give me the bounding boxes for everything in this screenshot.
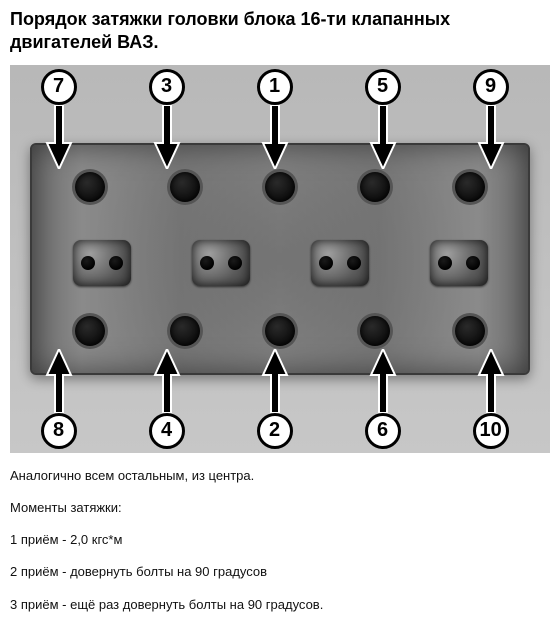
bolt-bore (360, 172, 390, 202)
caption-step-1: 1 приём - 2,0 кгс*м (10, 531, 550, 549)
bolt-bore (265, 316, 295, 346)
arrow-up-icon (260, 349, 290, 413)
caption-step-2: 2 приём - довернуть болты на 90 градусов (10, 563, 550, 581)
valve-chamber (311, 240, 369, 286)
torque-marker-bubble: 1 (257, 69, 293, 105)
caption-step-3: 3 приём - ещё раз довернуть болты на 90 … (10, 596, 550, 614)
page-title: Порядок затяжки головки блока 16-ти клап… (10, 8, 550, 55)
caption-moments-label: Моменты затяжки: (10, 499, 550, 517)
torque-marker-4: 4 (149, 349, 185, 449)
bolt-bore (265, 172, 295, 202)
torque-sequence-diagram: 7 3 1 5 9 8 4 2 6 10 (10, 65, 550, 453)
torque-marker-5: 5 (365, 69, 401, 169)
torque-marker-bubble: 4 (149, 413, 185, 449)
torque-marker-bubble: 9 (473, 69, 509, 105)
torque-marker-2: 2 (257, 349, 293, 449)
caption-block: Аналогично всем остальным, из центра. Мо… (10, 467, 550, 614)
bolt-bore (360, 316, 390, 346)
torque-marker-6: 6 (365, 349, 401, 449)
caption-intro: Аналогично всем остальным, из центра. (10, 467, 550, 485)
torque-marker-9: 9 (473, 69, 509, 169)
bolt-bore (455, 172, 485, 202)
bolt-bore (170, 172, 200, 202)
engine-head-block (30, 143, 530, 375)
valve-chamber (192, 240, 250, 286)
arrow-up-icon (152, 349, 182, 413)
torque-marker-10: 10 (473, 349, 509, 449)
arrow-down-icon (476, 105, 506, 169)
torque-marker-1: 1 (257, 69, 293, 169)
arrow-down-icon (152, 105, 182, 169)
arrow-up-icon (44, 349, 74, 413)
valve-chamber (430, 240, 488, 286)
valve-chamber-row (42, 235, 518, 291)
torque-marker-bubble: 8 (41, 413, 77, 449)
bolt-bore (455, 316, 485, 346)
bolt-bore (75, 316, 105, 346)
torque-marker-7: 7 (41, 69, 77, 169)
torque-marker-bubble: 2 (257, 413, 293, 449)
torque-marker-bubble: 3 (149, 69, 185, 105)
bolt-bore (170, 316, 200, 346)
torque-marker-bubble: 7 (41, 69, 77, 105)
arrow-up-icon (368, 349, 398, 413)
torque-marker-bubble: 10 (473, 413, 509, 449)
torque-marker-bubble: 5 (365, 69, 401, 105)
torque-marker-8: 8 (41, 349, 77, 449)
torque-marker-bubble: 6 (365, 413, 401, 449)
torque-marker-3: 3 (149, 69, 185, 169)
bolt-bore (75, 172, 105, 202)
arrow-down-icon (260, 105, 290, 169)
page-root: Порядок затяжки головки блока 16-ти клап… (0, 0, 560, 636)
arrow-down-icon (368, 105, 398, 169)
arrow-down-icon (44, 105, 74, 169)
valve-chamber (73, 240, 131, 286)
arrow-up-icon (476, 349, 506, 413)
